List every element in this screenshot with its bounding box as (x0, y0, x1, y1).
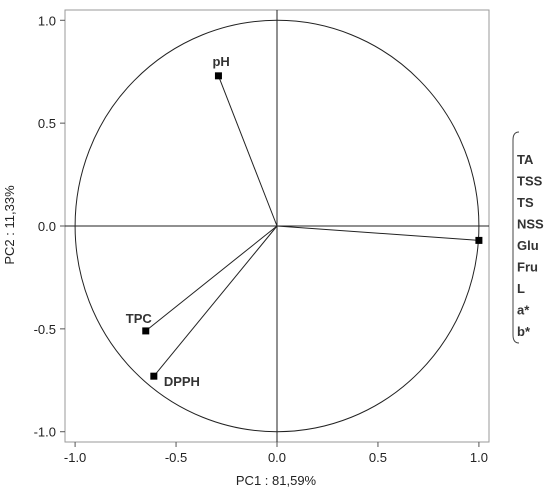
group-variable-label: L (517, 281, 525, 296)
group-variable-label: b* (517, 324, 531, 339)
loading-vector (145, 225, 278, 332)
x-axis: -1.0 -0.5 0.0 0.5 1.0 (64, 442, 488, 465)
y-tick-label: -1.0 (34, 425, 56, 440)
point-label: DPPH (164, 374, 200, 389)
y-axis-title: PC2 : 11,33% (2, 185, 17, 265)
group-bracket (512, 131, 520, 344)
x-tick-label: 0.5 (369, 450, 387, 465)
group-variable-label: NSS (517, 217, 544, 232)
loading-vector (276, 225, 479, 241)
variable-group: TA TSS TS NSS Glu Fru La* b* (512, 131, 544, 344)
data-point (142, 327, 150, 335)
y-tick-label: -0.5 (34, 322, 56, 337)
loading-vector (217, 75, 278, 227)
y-tick-label: 1.0 (38, 13, 56, 28)
correlation-circle (74, 19, 480, 433)
x-axis-title: PC1 : 81,59% (236, 473, 317, 488)
group-variable-label: TS (517, 195, 534, 210)
group-variable-label: Glu (517, 238, 539, 253)
x-tick-label: -0.5 (165, 450, 187, 465)
y-tick-label: 0.5 (38, 116, 56, 131)
y-axis: 1.0 0.5 0.0 -0.5 -1.0 (34, 13, 65, 440)
data-point (214, 72, 222, 80)
group-variable-label: TSS (517, 174, 543, 189)
data-point (150, 372, 158, 380)
point-label: pH (212, 54, 229, 69)
data-point (475, 236, 483, 244)
y-tick-label: 0.0 (38, 219, 56, 234)
data-points: pH TPC DPPH (126, 54, 483, 389)
loading-vector (153, 225, 278, 377)
group-variable-label: TA (517, 152, 534, 167)
x-tick-label: -1.0 (64, 450, 86, 465)
point-label: TPC (126, 311, 153, 326)
group-variable-label: Fru (517, 260, 538, 275)
x-tick-label: 1.0 (470, 450, 488, 465)
x-tick-label: 0.0 (268, 450, 286, 465)
group-variable-label: a* (517, 303, 530, 318)
